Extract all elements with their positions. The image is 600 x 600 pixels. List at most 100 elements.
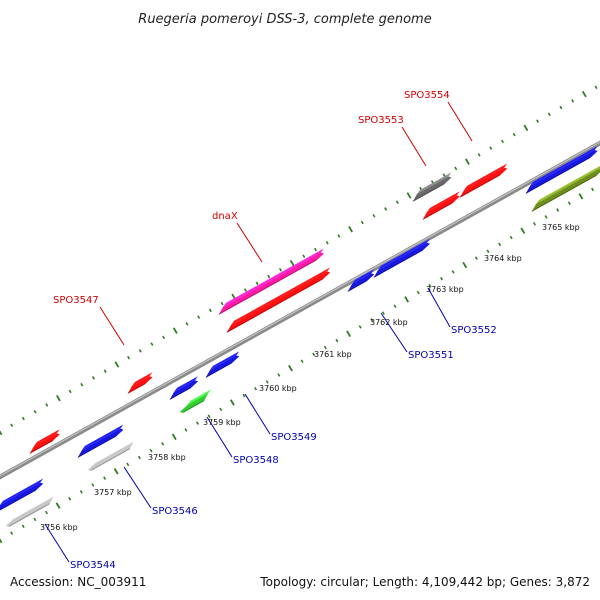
position-label: 3762 kbp	[370, 318, 408, 327]
outer-tick	[348, 226, 353, 233]
inner-tick	[474, 256, 478, 260]
outer-tick-ring	[0, 85, 598, 436]
outer-tick	[314, 247, 318, 252]
outer-tick	[45, 403, 49, 407]
position-label: 3760 kbp	[259, 384, 297, 393]
gene-label-leader	[380, 312, 408, 353]
gene-label: SPO3547	[53, 295, 99, 306]
inner-tick	[346, 330, 351, 337]
inner-tick	[21, 524, 25, 529]
outer-tick	[103, 369, 107, 373]
outer-tick	[68, 389, 72, 394]
inner-tick	[520, 227, 526, 234]
outer-tick	[337, 234, 341, 238]
gene-label: SPO3554	[404, 90, 450, 101]
position-label: 3757 kbp	[94, 488, 132, 497]
position-label: 3765 kbp	[542, 223, 580, 232]
gene-feature	[205, 351, 240, 378]
outer-tick	[465, 158, 470, 165]
inner-tick-ring	[0, 187, 595, 544]
gene-label-leader	[123, 466, 152, 509]
inner-tick	[393, 304, 397, 309]
outer-tick	[114, 361, 120, 368]
outer-tick	[477, 153, 481, 157]
outer-tick	[559, 105, 563, 110]
outer-tick	[384, 207, 388, 211]
gene-label-leader	[236, 222, 263, 263]
outer-tick	[395, 200, 399, 204]
gene-label-leader	[99, 306, 125, 346]
gene-label: SPO3549	[271, 432, 317, 443]
outer-tick	[91, 376, 95, 380]
gene-feature	[77, 424, 124, 458]
outer-tick	[197, 315, 201, 319]
inner-tick	[91, 483, 95, 487]
gene-feature	[179, 389, 212, 413]
gene-label: SPO3548	[233, 455, 279, 466]
inner-tick	[113, 468, 119, 475]
inner-tick	[428, 283, 432, 288]
inner-tick	[335, 338, 339, 343]
outer-tick	[138, 349, 142, 353]
outer-tick	[325, 240, 329, 245]
inner-tick	[161, 441, 165, 446]
outer-tick	[243, 288, 247, 292]
position-label: 3764 kbp	[484, 254, 522, 263]
gene-feature	[5, 492, 57, 527]
outer-tick	[581, 90, 587, 98]
inner-tick	[44, 510, 48, 515]
inner-tick	[416, 290, 420, 295]
outer-tick	[172, 327, 178, 334]
inner-tick	[33, 517, 37, 522]
gene-label-leader	[401, 126, 427, 167]
gene-feature	[347, 269, 375, 292]
inner-tick	[149, 448, 153, 453]
inner-tick	[578, 193, 584, 200]
inner-tick	[242, 393, 246, 398]
outer-tick	[162, 335, 166, 340]
inner-tick	[532, 221, 536, 226]
gene-feature	[422, 191, 460, 220]
outer-tick	[33, 409, 37, 414]
inner-tick	[358, 325, 362, 329]
position-label: 3763 kbp	[426, 285, 464, 294]
gene-label: SPO3544	[70, 560, 116, 571]
gene-label: SPO3546	[152, 506, 198, 517]
outer-tick	[372, 213, 376, 218]
inner-tick	[184, 428, 188, 432]
outer-tick	[454, 166, 458, 171]
gene-label: SPO3551	[408, 350, 454, 361]
gene-label-leader	[44, 523, 70, 563]
outer-tick	[406, 192, 412, 199]
outer-tick	[10, 423, 14, 428]
outer-tick	[56, 394, 61, 402]
inner-tick	[126, 462, 130, 467]
inner-tick	[312, 352, 316, 357]
position-label: 3756 kbp	[40, 523, 78, 532]
outer-tick	[267, 274, 271, 279]
inner-tick	[567, 201, 571, 205]
gene-feature	[218, 248, 324, 315]
outer-tick	[21, 416, 25, 421]
gene-label: SPO3552	[451, 325, 497, 336]
genome-backbone-highlight	[0, 141, 600, 477]
inner-tick	[498, 242, 502, 247]
inner-tick	[103, 476, 107, 480]
inner-tick	[300, 359, 304, 364]
inner-tick	[207, 414, 211, 419]
outer-tick	[594, 85, 598, 90]
genome-backbone	[0, 140, 600, 480]
outer-tick	[80, 382, 84, 387]
gene-feature	[531, 165, 600, 212]
outer-tick	[255, 281, 259, 286]
inner-tick	[79, 490, 83, 494]
inner-tick	[219, 407, 223, 412]
gene-feature	[226, 267, 331, 333]
gene-feature	[412, 172, 452, 202]
inner-tick	[137, 455, 141, 460]
outer-tick	[0, 430, 3, 436]
inner-tick	[323, 345, 327, 350]
genome-summary-text: Topology: circular; Length: 4,109,442 bp…	[259, 575, 590, 589]
inner-tick	[254, 386, 258, 391]
